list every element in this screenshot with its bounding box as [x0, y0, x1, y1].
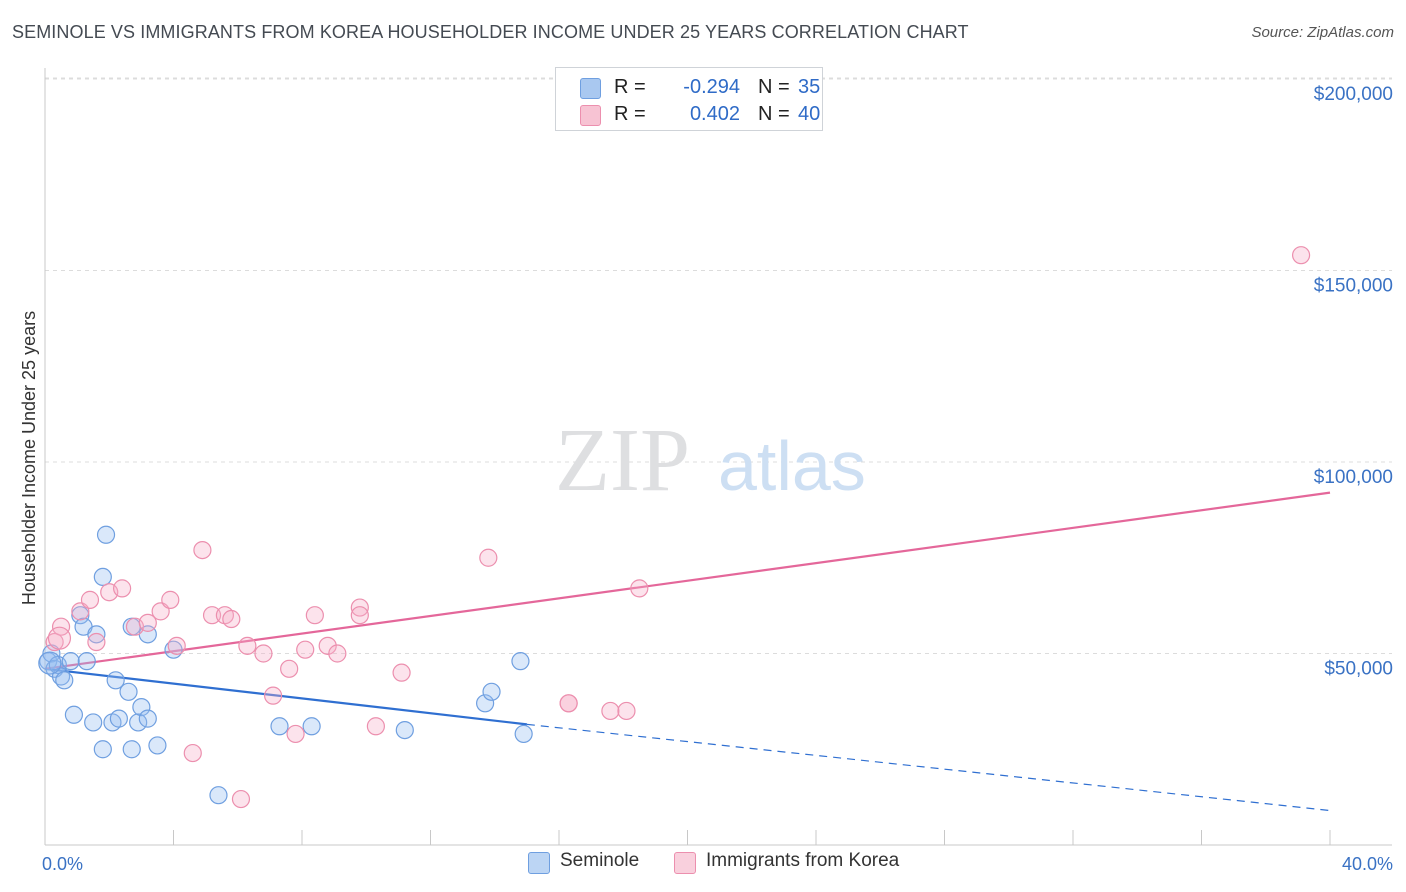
- seminole-point: [395, 720, 414, 740]
- seminole-point: [106, 671, 125, 690]
- y-tick-labels: $50,000 $100,000 $150,000 $200,000: [1314, 84, 1393, 680]
- seminole-point: [84, 713, 103, 732]
- seminole-point: [514, 724, 533, 744]
- korea-point: [601, 701, 620, 721]
- r-value: 0.402: [689, 103, 740, 125]
- korea-point: [161, 590, 180, 609]
- watermark: ZIP atlas: [555, 411, 866, 510]
- n-value: 35: [798, 76, 821, 98]
- korea-point: [280, 659, 299, 678]
- korea-point: [138, 613, 157, 632]
- y-axis-label: Householder Income Under 25 years: [19, 311, 39, 605]
- seminole-point: [87, 625, 106, 644]
- seminole-point: [511, 652, 530, 671]
- seminole-trend-line: [44, 667, 528, 726]
- seminole-point: [148, 736, 167, 755]
- seminole-point: [132, 698, 151, 717]
- r-label: R =: [614, 103, 646, 125]
- korea-point: [318, 636, 337, 655]
- stats-legend: R = -0.294 N = 35 R = 0.402 N = 40: [555, 67, 823, 131]
- gridlines: [45, 77, 1392, 654]
- seminole-point: [302, 717, 321, 736]
- korea-swatch: [580, 105, 601, 126]
- seminole-point: [122, 740, 141, 759]
- watermark-atlas: atlas: [718, 427, 866, 505]
- korea-point: [112, 579, 132, 598]
- seminole-point: [61, 652, 80, 671]
- korea-point: [630, 579, 649, 598]
- y-tick-label: $200,000: [1314, 84, 1393, 105]
- seminole-point: [119, 682, 138, 701]
- korea-point: [305, 606, 324, 625]
- seminole-point: [482, 682, 501, 701]
- korea-point: [45, 632, 64, 652]
- seminole-swatch: [580, 78, 601, 99]
- watermark-zip: ZIP: [555, 411, 690, 510]
- seminole-point: [209, 786, 228, 805]
- n-label: N =: [758, 76, 790, 98]
- seminole-point: [96, 525, 116, 544]
- korea-point: [51, 617, 71, 636]
- seminole-legend-label: Seminole: [560, 850, 640, 871]
- r-label: R =: [614, 76, 646, 98]
- seminole-point: [38, 651, 62, 675]
- source-credit: Source: ZipAtlas.com: [1251, 24, 1394, 41]
- korea-point: [328, 644, 347, 663]
- seminole-point: [476, 694, 495, 713]
- seminole-point: [93, 740, 112, 759]
- seminole-point: [129, 713, 148, 732]
- korea-point: [183, 743, 202, 763]
- korea-point: [392, 663, 411, 682]
- korea-point: [238, 636, 257, 655]
- korea-legend-swatch: [674, 852, 696, 874]
- y-tick-label: $50,000: [1324, 659, 1393, 680]
- korea-point: [167, 636, 186, 655]
- seminole-trend-line: [526, 723, 1331, 812]
- seminole-point: [270, 717, 289, 736]
- korea-point: [559, 694, 578, 713]
- n-value: 40: [798, 103, 821, 125]
- r-value: -0.294: [683, 76, 740, 98]
- n-label: N =: [758, 103, 790, 125]
- x-tick-labels: 0.0% 40.0%: [42, 854, 1393, 874]
- korea-point: [231, 789, 251, 809]
- korea-point: [617, 701, 636, 721]
- seminole-point: [109, 709, 128, 728]
- seminole-point: [55, 671, 74, 690]
- seminole-legend-swatch: [528, 852, 550, 874]
- korea-point: [1291, 246, 1311, 265]
- seminole-point: [93, 567, 112, 587]
- korea-point: [254, 644, 273, 663]
- trend-lines: [44, 491, 1331, 812]
- korea-legend-label: Immigrants from Korea: [706, 850, 900, 871]
- korea-point: [222, 609, 241, 629]
- korea-point: [296, 640, 315, 659]
- korea-point: [87, 632, 106, 652]
- korea-trend-line: [44, 491, 1331, 670]
- y-tick-label: $150,000: [1314, 276, 1393, 297]
- korea-point: [193, 540, 212, 560]
- seminole-point: [138, 709, 157, 728]
- x-tick-left: 0.0%: [42, 854, 83, 874]
- x-tick-right: 40.0%: [1342, 854, 1393, 874]
- korea-point: [479, 548, 498, 567]
- seminole-point: [77, 652, 96, 671]
- data-points: [38, 246, 1311, 809]
- korea-point: [286, 724, 305, 744]
- korea-point: [263, 686, 283, 705]
- axes: [44, 68, 1392, 846]
- chart-title: SEMINOLE VS IMMIGRANTS FROM KOREA HOUSEH…: [12, 22, 969, 42]
- seminole-point: [71, 606, 90, 625]
- korea-point: [366, 717, 385, 736]
- korea-point: [350, 598, 369, 617]
- y-tick-label: $100,000: [1314, 467, 1393, 488]
- seminole-point: [64, 705, 84, 724]
- korea-point: [350, 606, 369, 625]
- korea-point: [202, 606, 222, 625]
- korea-point: [80, 590, 100, 609]
- korea-point: [47, 626, 72, 650]
